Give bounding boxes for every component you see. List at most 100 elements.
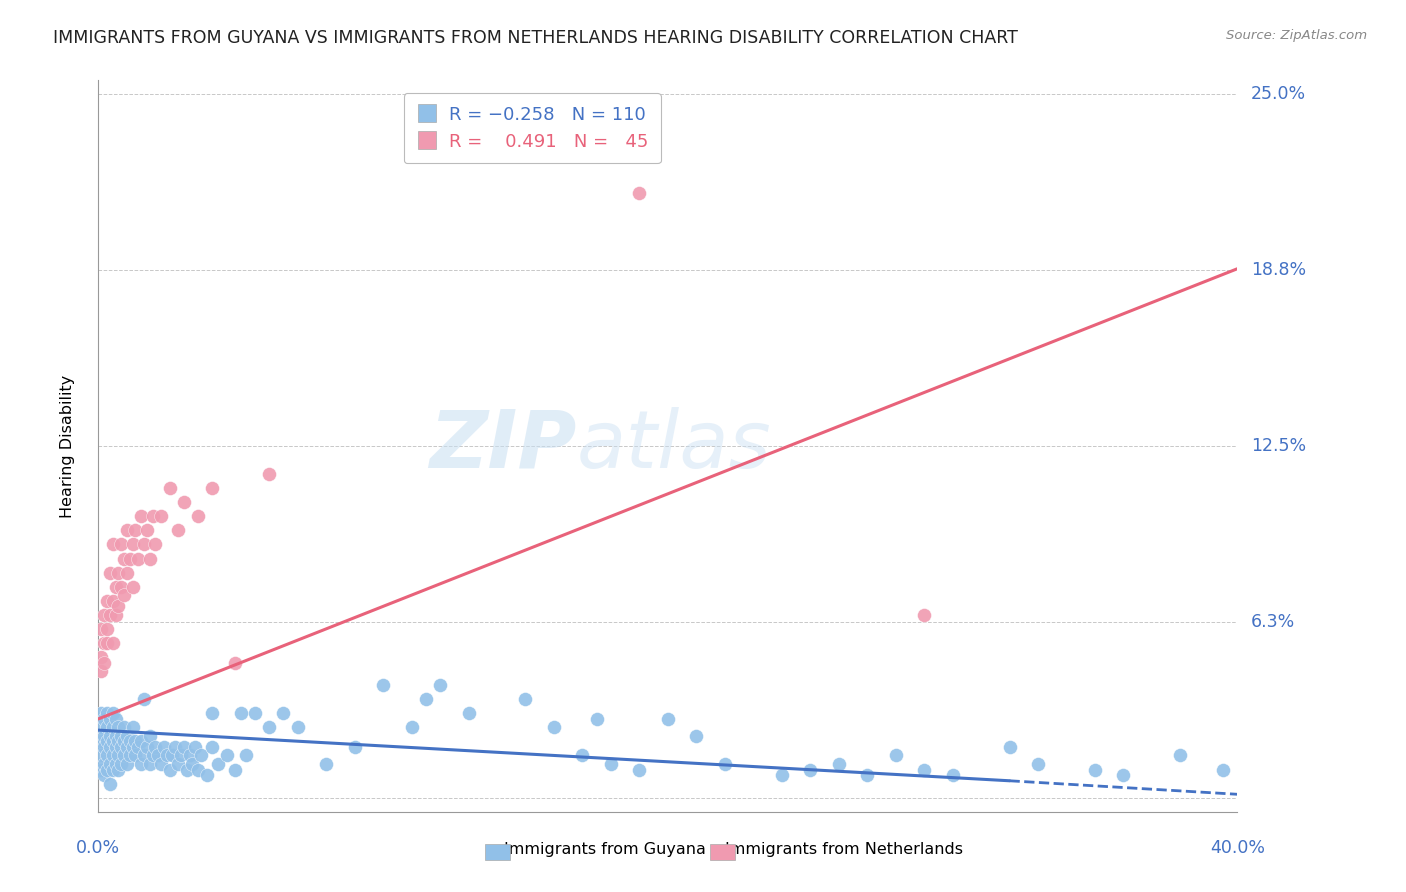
Point: [110, 580, 132, 594]
Text: IMMIGRANTS FROM GUYANA VS IMMIGRANTS FROM NETHERLANDS HEARING DISABILITY CORRELA: IMMIGRANTS FROM GUYANA VS IMMIGRANTS FRO…: [53, 29, 1018, 47]
Point: [173, 495, 195, 509]
Point: [115, 524, 138, 538]
Point: [90, 720, 112, 734]
Point: [165, 739, 187, 754]
Point: [150, 509, 173, 524]
Point: [273, 706, 295, 721]
Point: [90, 763, 112, 777]
Point: [201, 481, 224, 495]
Point: [259, 720, 281, 734]
Point: [628, 763, 651, 777]
Point: [110, 756, 132, 771]
Point: [98, 739, 121, 754]
Point: [1084, 763, 1107, 777]
Point: [107, 748, 129, 763]
Point: [93, 607, 115, 622]
Point: [96, 593, 118, 607]
Point: [104, 580, 127, 594]
Point: [600, 756, 623, 771]
Point: [115, 566, 138, 580]
Point: [112, 720, 135, 734]
Point: [229, 706, 252, 721]
Point: [127, 551, 149, 566]
Point: [115, 739, 138, 754]
Point: [714, 756, 737, 771]
Point: [112, 588, 135, 602]
Point: [224, 656, 246, 670]
Point: [104, 607, 127, 622]
Point: [173, 739, 195, 754]
Point: [415, 692, 437, 706]
Point: [96, 622, 118, 636]
Point: [401, 720, 423, 734]
Text: Immigrants from Guyana: Immigrants from Guyana: [503, 842, 706, 856]
Text: atlas: atlas: [576, 407, 772, 485]
Point: [187, 763, 209, 777]
Point: [190, 748, 212, 763]
Text: ZIP: ZIP: [429, 407, 576, 485]
Point: [315, 756, 337, 771]
Point: [90, 622, 112, 636]
Point: [148, 748, 170, 763]
Point: [110, 739, 132, 754]
Point: [107, 599, 129, 614]
Point: [942, 768, 965, 782]
Point: [107, 720, 129, 734]
Point: [115, 756, 138, 771]
Point: [90, 734, 112, 748]
Point: [129, 756, 152, 771]
Point: [112, 551, 135, 566]
Point: [685, 729, 707, 743]
Point: [215, 748, 238, 763]
Text: Source: ZipAtlas.com: Source: ZipAtlas.com: [1226, 29, 1367, 43]
Point: [121, 580, 143, 594]
Point: [170, 748, 193, 763]
Point: [770, 768, 793, 782]
Point: [107, 566, 129, 580]
Point: [429, 678, 451, 692]
Point: [127, 739, 149, 754]
Point: [912, 763, 935, 777]
Point: [135, 524, 157, 538]
Point: [124, 748, 146, 763]
Point: [156, 748, 179, 763]
Point: [201, 706, 224, 721]
Point: [207, 756, 229, 771]
Point: [224, 763, 246, 777]
Point: [101, 748, 124, 763]
Point: [343, 739, 366, 754]
Point: [93, 656, 115, 670]
Point: [110, 537, 132, 551]
Point: [184, 739, 207, 754]
Point: [181, 756, 204, 771]
Point: [96, 706, 118, 721]
Point: [187, 509, 209, 524]
Point: [543, 720, 565, 734]
Point: [115, 729, 138, 743]
Point: [101, 734, 124, 748]
Point: [135, 739, 157, 754]
Point: [159, 763, 181, 777]
Point: [98, 776, 121, 790]
Point: [799, 763, 821, 777]
Point: [96, 636, 118, 650]
Point: [884, 748, 907, 763]
Point: [176, 763, 198, 777]
Point: [132, 692, 155, 706]
Point: [145, 537, 167, 551]
Point: [145, 739, 167, 754]
Point: [657, 712, 679, 726]
Point: [93, 756, 115, 771]
Point: [121, 739, 143, 754]
Point: [132, 537, 155, 551]
Text: 6.3%: 6.3%: [1251, 613, 1295, 631]
Point: [167, 756, 190, 771]
Point: [96, 748, 118, 763]
Point: [104, 729, 127, 743]
Point: [110, 729, 132, 743]
Point: [287, 720, 309, 734]
Point: [129, 734, 152, 748]
Point: [259, 467, 281, 482]
Point: [243, 706, 266, 721]
Point: [104, 712, 127, 726]
